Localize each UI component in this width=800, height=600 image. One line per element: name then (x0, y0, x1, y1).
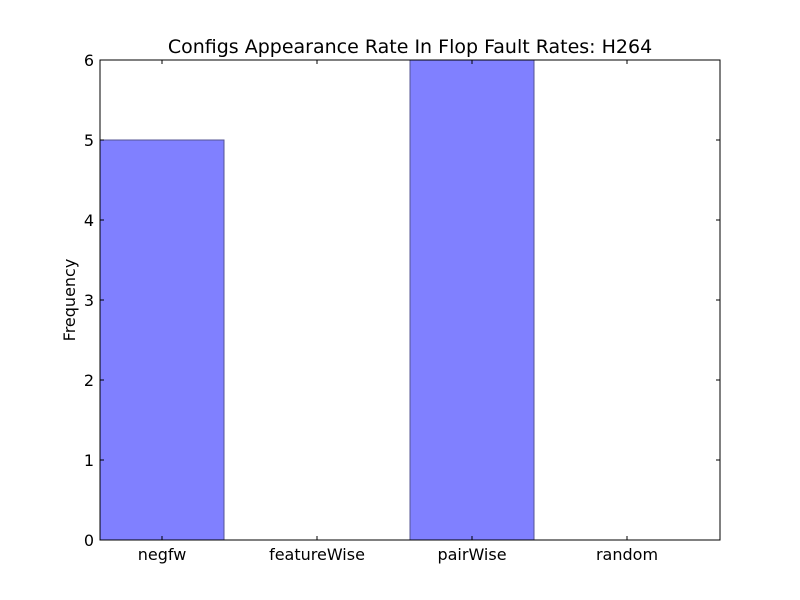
y-tick-label: 1 (84, 451, 94, 470)
y-tick-label: 4 (84, 211, 94, 230)
bars-group (99, 59, 535, 541)
y-tick-label: 6 (84, 51, 94, 70)
x-tick-label: random (596, 545, 658, 564)
y-axis-label: Frequency (60, 259, 79, 342)
x-tick-label: negfw (138, 545, 187, 564)
bar-negfw (99, 139, 225, 541)
plot-frame (99, 59, 721, 541)
chart-title: Configs Appearance Rate In Flop Fault Ra… (168, 36, 652, 58)
y-ticks-group: 0 1 2 3 4 5 6 (84, 51, 720, 550)
bar-pairWise (409, 59, 535, 541)
x-ticks-group: negfw featureWise pairWise random (138, 60, 658, 564)
y-tick-label: 3 (84, 291, 94, 310)
y-tick-label: 5 (84, 131, 94, 150)
y-tick-label: 0 (84, 531, 94, 550)
x-tick-label: featureWise (269, 545, 365, 564)
y-tick-label: 2 (84, 371, 94, 390)
x-tick-label: pairWise (437, 545, 506, 564)
